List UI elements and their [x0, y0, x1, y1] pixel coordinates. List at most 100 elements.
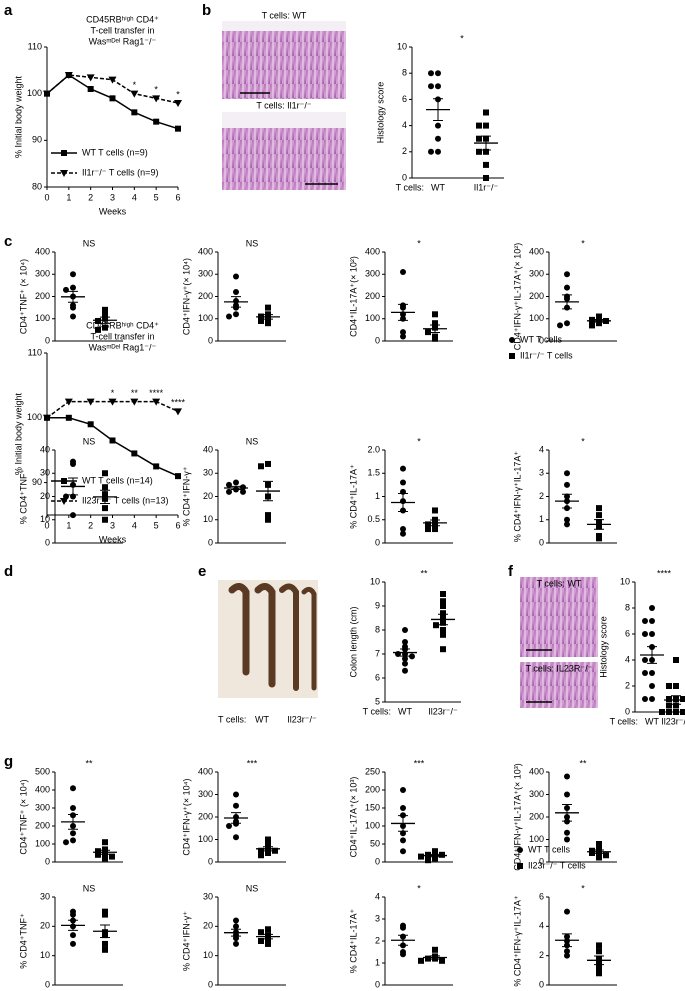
- point: [409, 653, 415, 660]
- point: [265, 940, 271, 947]
- x-tick-label: 5: [154, 192, 159, 202]
- point: [564, 908, 570, 915]
- sem-bar: [430, 955, 440, 960]
- point: [589, 322, 595, 329]
- y-tick-label: 10: [40, 514, 50, 524]
- point: [400, 924, 406, 931]
- y-tick-label: 400: [35, 246, 50, 256]
- legend-marker: [61, 150, 67, 156]
- point: [642, 618, 648, 624]
- legend-label: WT T cells (n=14): [82, 475, 153, 485]
- y-tick-label: 8: [402, 68, 407, 78]
- y-tick-label: 40: [40, 444, 50, 454]
- point: [432, 335, 438, 342]
- y-tick-label: 3: [375, 913, 380, 923]
- colon-shapes: [228, 583, 317, 691]
- y-tick-label: 0: [539, 856, 544, 866]
- legend-marker: [509, 337, 515, 343]
- point: [680, 696, 685, 702]
- point: [435, 70, 441, 77]
- annotation: *: [581, 436, 585, 446]
- annotation: **: [85, 758, 93, 768]
- annotation: *: [133, 80, 137, 90]
- y-tick-label: 6: [539, 891, 544, 901]
- point: [432, 855, 438, 862]
- point: [400, 951, 406, 958]
- x-axis-label: Weeks: [99, 534, 127, 544]
- histology-image: [520, 662, 598, 708]
- y-tick-label: 6: [402, 94, 407, 104]
- point: [102, 839, 108, 846]
- y-tick-label: 300: [529, 269, 544, 279]
- point: [63, 839, 69, 846]
- point: [649, 696, 655, 702]
- point: [642, 696, 648, 702]
- point: [70, 460, 76, 467]
- point: [596, 948, 602, 955]
- point: [557, 322, 563, 329]
- y-tick-label: 4: [402, 120, 407, 130]
- point: [680, 709, 685, 715]
- sem-bar: [100, 924, 110, 938]
- chart-title: Wasᵐᴰᵉˡ Rag1⁻/⁻: [89, 342, 157, 352]
- sem-bar: [263, 314, 273, 320]
- legend-marker: [517, 863, 523, 869]
- y-tick-label: 400: [198, 246, 213, 256]
- point: [233, 802, 239, 809]
- y-tick-label: 100: [365, 820, 380, 830]
- y-axis-label: CD4⁺IL-17A⁺(× 10³): [348, 777, 358, 858]
- x-prefix: T cells:: [610, 716, 638, 726]
- y-tick-label: 10: [397, 41, 407, 51]
- point: [596, 320, 602, 327]
- y-tick-label: 10: [40, 950, 50, 960]
- point: [233, 923, 239, 930]
- point: [432, 526, 438, 533]
- annotation: NS: [246, 883, 259, 893]
- sem-bar: [231, 812, 241, 824]
- point: [63, 286, 69, 293]
- point: [226, 823, 232, 829]
- y-tick-label: 0: [208, 537, 213, 547]
- point: [174, 100, 182, 107]
- point: [70, 932, 76, 939]
- sem-bar: [671, 695, 681, 705]
- y-tick-label: 10: [370, 576, 380, 586]
- y-axis-label: CD4⁺IFN-γ⁺IL-17A⁺(× 10³): [512, 763, 522, 871]
- point: [440, 631, 446, 638]
- y-axis-label: % CD4⁺TNF⁺: [18, 469, 28, 525]
- point: [258, 938, 264, 944]
- sem-bar: [68, 814, 78, 830]
- point: [673, 657, 679, 663]
- sem-bar: [100, 849, 110, 855]
- point: [400, 530, 406, 537]
- point: [649, 670, 655, 676]
- point: [564, 481, 570, 488]
- y-tick-label: 0: [539, 979, 544, 989]
- y-tick-label: 0: [402, 172, 407, 182]
- sem-bar: [594, 318, 604, 323]
- point: [95, 326, 101, 333]
- y-tick-label: 90: [32, 477, 42, 487]
- point: [564, 791, 570, 798]
- point: [400, 526, 406, 533]
- point: [70, 911, 76, 918]
- chart-title: Wasᵐᴰᵉˡ Rag1⁻/⁻: [89, 36, 157, 46]
- y-axis-label: % CD4⁺IFN-γ⁺IL-17A⁺: [512, 451, 522, 543]
- y-tick-label: 10: [203, 514, 213, 524]
- x-tick-label: Il23r⁻/⁻: [428, 706, 458, 716]
- y-tick-label: 9: [375, 600, 380, 610]
- point: [428, 148, 434, 155]
- y-axis-label: Histology score: [375, 82, 385, 144]
- point: [596, 505, 602, 512]
- point: [425, 955, 431, 962]
- y-axis-label: % CD4⁺IL-17A⁺: [348, 464, 358, 529]
- point: [70, 940, 76, 947]
- y-tick-label: 200: [198, 811, 213, 821]
- chart-title: T-cell transfer in: [90, 331, 154, 341]
- y-tick-label: 1: [375, 491, 380, 501]
- legend-label: Il1r⁻/⁻ T cells (n=9): [82, 167, 158, 177]
- y-tick-label: 300: [35, 802, 50, 812]
- y-axis-label: CD4⁺IFN-γ⁺IL-17A⁺(× 10²): [512, 243, 522, 351]
- point: [102, 516, 108, 523]
- chart-title: CD45RBʰⁱᵍʰ CD4⁺: [86, 320, 159, 330]
